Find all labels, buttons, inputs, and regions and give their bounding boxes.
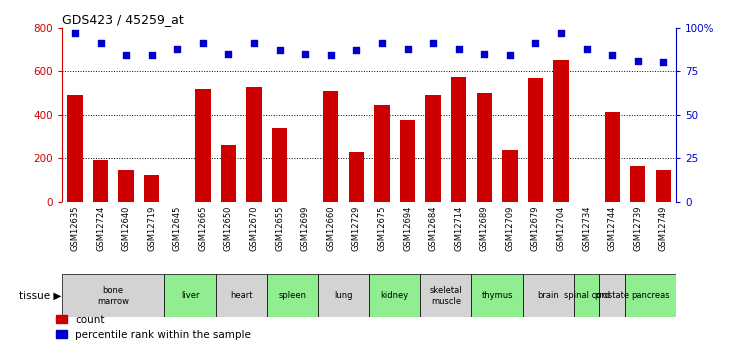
Text: GSM12670: GSM12670: [249, 206, 259, 251]
Bar: [164, 274, 216, 317]
Text: spinal cord: spinal cord: [564, 291, 610, 300]
Bar: [605, 112, 620, 202]
Text: GSM12719: GSM12719: [147, 206, 156, 251]
Text: GSM12729: GSM12729: [352, 206, 361, 251]
Point: [376, 40, 387, 46]
Text: GSM12724: GSM12724: [96, 206, 105, 251]
Bar: [369, 274, 420, 317]
Text: GSM12655: GSM12655: [275, 206, 284, 251]
Bar: [420, 274, 471, 317]
Text: GSM12699: GSM12699: [300, 206, 310, 251]
Point: [197, 40, 209, 46]
Text: spleen: spleen: [279, 291, 306, 300]
Text: GSM12739: GSM12739: [633, 206, 643, 251]
Point: [222, 51, 234, 57]
Point: [300, 51, 311, 57]
Bar: [349, 152, 364, 202]
Point: [402, 46, 414, 51]
Text: GSM12679: GSM12679: [531, 206, 540, 251]
Point: [120, 53, 132, 58]
Point: [658, 60, 670, 65]
Bar: [267, 274, 318, 317]
Text: GSM12734: GSM12734: [582, 206, 591, 251]
Point: [529, 40, 541, 46]
Text: GSM12709: GSM12709: [505, 206, 515, 251]
Bar: [630, 166, 645, 202]
Bar: [118, 170, 134, 202]
Bar: [574, 274, 599, 317]
Text: heart: heart: [230, 291, 252, 300]
Bar: [216, 274, 267, 317]
Point: [478, 51, 490, 57]
Text: GSM12694: GSM12694: [403, 206, 412, 251]
Bar: [502, 150, 518, 202]
Point: [69, 30, 81, 36]
Text: GSM12645: GSM12645: [173, 206, 182, 251]
Text: GSM12744: GSM12744: [607, 206, 617, 251]
Text: GSM12689: GSM12689: [480, 206, 489, 251]
Bar: [451, 77, 466, 202]
Text: GSM12684: GSM12684: [428, 206, 438, 251]
Point: [556, 30, 567, 36]
Bar: [625, 274, 676, 317]
Text: GSM12650: GSM12650: [224, 206, 233, 251]
Bar: [553, 60, 569, 202]
Point: [273, 48, 285, 53]
Point: [427, 40, 439, 46]
Text: kidney: kidney: [381, 291, 409, 300]
Bar: [471, 274, 523, 317]
Point: [171, 46, 183, 51]
Point: [632, 58, 644, 63]
Point: [453, 46, 465, 51]
Bar: [528, 78, 543, 202]
Text: GDS423 / 45259_at: GDS423 / 45259_at: [62, 13, 184, 27]
Text: bone
marrow: bone marrow: [97, 286, 129, 306]
Legend: count, percentile rank within the sample: count, percentile rank within the sample: [56, 315, 251, 340]
Bar: [599, 274, 625, 317]
Point: [504, 53, 516, 58]
Bar: [374, 105, 390, 202]
Bar: [272, 128, 287, 202]
Bar: [221, 145, 236, 202]
Text: GSM12640: GSM12640: [121, 206, 131, 251]
Text: liver: liver: [181, 291, 200, 300]
Bar: [523, 274, 574, 317]
Point: [351, 48, 363, 53]
Text: GSM12714: GSM12714: [454, 206, 463, 251]
Text: tissue ▶: tissue ▶: [19, 291, 61, 301]
Text: GSM12704: GSM12704: [556, 206, 566, 251]
Bar: [400, 120, 415, 202]
Bar: [318, 274, 369, 317]
Text: thymus: thymus: [481, 291, 513, 300]
Text: GSM12635: GSM12635: [70, 206, 80, 251]
Point: [145, 53, 158, 58]
Text: GSM12749: GSM12749: [659, 206, 668, 251]
Text: lung: lung: [334, 291, 353, 300]
Text: skeletal
muscle: skeletal muscle: [430, 286, 462, 306]
Text: GSM12660: GSM12660: [326, 206, 336, 251]
Bar: [67, 95, 83, 202]
Bar: [144, 175, 159, 202]
Bar: [323, 91, 338, 202]
Bar: [425, 95, 441, 202]
Text: GSM12665: GSM12665: [198, 206, 208, 251]
Bar: [246, 88, 262, 202]
Point: [325, 53, 336, 58]
Bar: [93, 160, 108, 202]
Text: prostate: prostate: [594, 291, 630, 300]
Point: [249, 40, 260, 46]
Bar: [195, 89, 211, 202]
Text: brain: brain: [537, 291, 559, 300]
Point: [95, 40, 107, 46]
Text: GSM12675: GSM12675: [377, 206, 387, 251]
Point: [606, 53, 618, 58]
Bar: [477, 93, 492, 202]
Bar: [62, 274, 164, 317]
Point: [581, 46, 593, 51]
Text: pancreas: pancreas: [632, 291, 670, 300]
Bar: [656, 170, 671, 202]
